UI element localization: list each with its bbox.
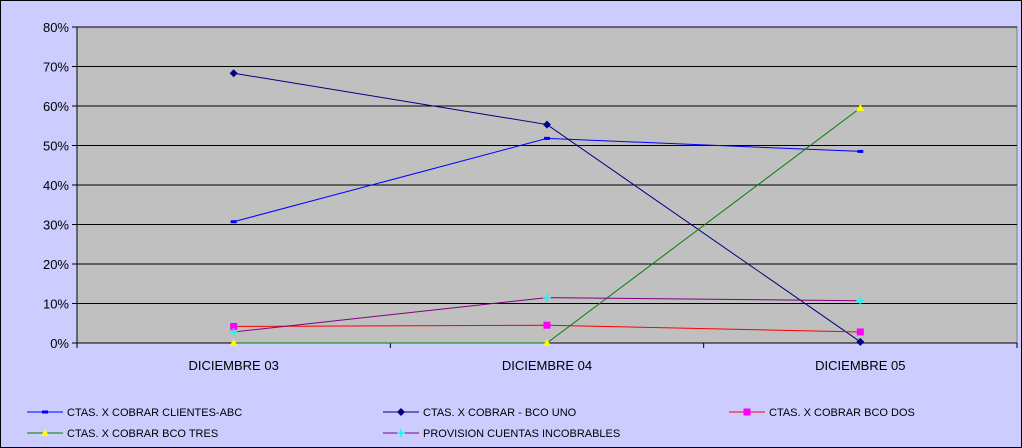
legend-item: CTAS. X COBRAR CLIENTES-ABC [27, 407, 242, 419]
legend-label: CTAS. X COBRAR - BCO UNO [423, 407, 577, 419]
point-marker [543, 339, 551, 346]
legend-label: PROVISION CUENTAS INCOBRABLES [423, 428, 620, 440]
point-marker [41, 429, 49, 436]
legend-item: CTAS. X COBRAR BCO DOS [729, 407, 915, 419]
point-marker [856, 337, 865, 346]
y-tick-label: 40% [43, 178, 69, 193]
point-marker [229, 339, 238, 346]
point-marker [543, 321, 551, 329]
x-tick-label: DICIEMBRE 05 [815, 358, 905, 373]
point-marker [229, 69, 238, 78]
legend-item: PROVISION CUENTAS INCOBRABLES [383, 428, 620, 440]
point-marker [42, 410, 48, 414]
point-marker [544, 136, 550, 140]
legend-label: CTAS. X COBRAR BCO TRES [67, 428, 218, 440]
point-marker [743, 408, 751, 416]
x-tick-label: DICIEMBRE 03 [189, 358, 279, 373]
y-tick-label: 0% [50, 336, 69, 351]
legend-item: CTAS. X COBRAR BCO TRES [27, 428, 218, 440]
legend-label: CTAS. X COBRAR CLIENTES-ABC [67, 407, 242, 419]
point-marker [230, 220, 237, 224]
x-tick-label: DICIEMBRE 04 [502, 358, 592, 373]
point-marker [230, 322, 238, 330]
y-tick-label: 60% [43, 99, 69, 114]
point-marker [856, 296, 865, 305]
point-marker [397, 429, 405, 437]
point-marker [857, 149, 864, 153]
y-tick-label: 80% [43, 20, 69, 35]
point-marker [397, 408, 405, 416]
y-tick-label: 50% [43, 139, 69, 154]
point-marker [856, 328, 864, 336]
point-marker [856, 103, 865, 111]
y-tick-label: 10% [43, 297, 69, 312]
point-marker [543, 293, 551, 302]
y-tick-label: 30% [43, 218, 69, 233]
y-tick-label: 20% [43, 257, 69, 272]
y-tick-label: 70% [43, 60, 69, 75]
legend-label: CTAS. X COBRAR BCO DOS [769, 407, 915, 419]
point-marker [229, 327, 238, 336]
legend-item: CTAS. X COBRAR - BCO UNO [383, 407, 577, 419]
point-marker [543, 120, 551, 129]
